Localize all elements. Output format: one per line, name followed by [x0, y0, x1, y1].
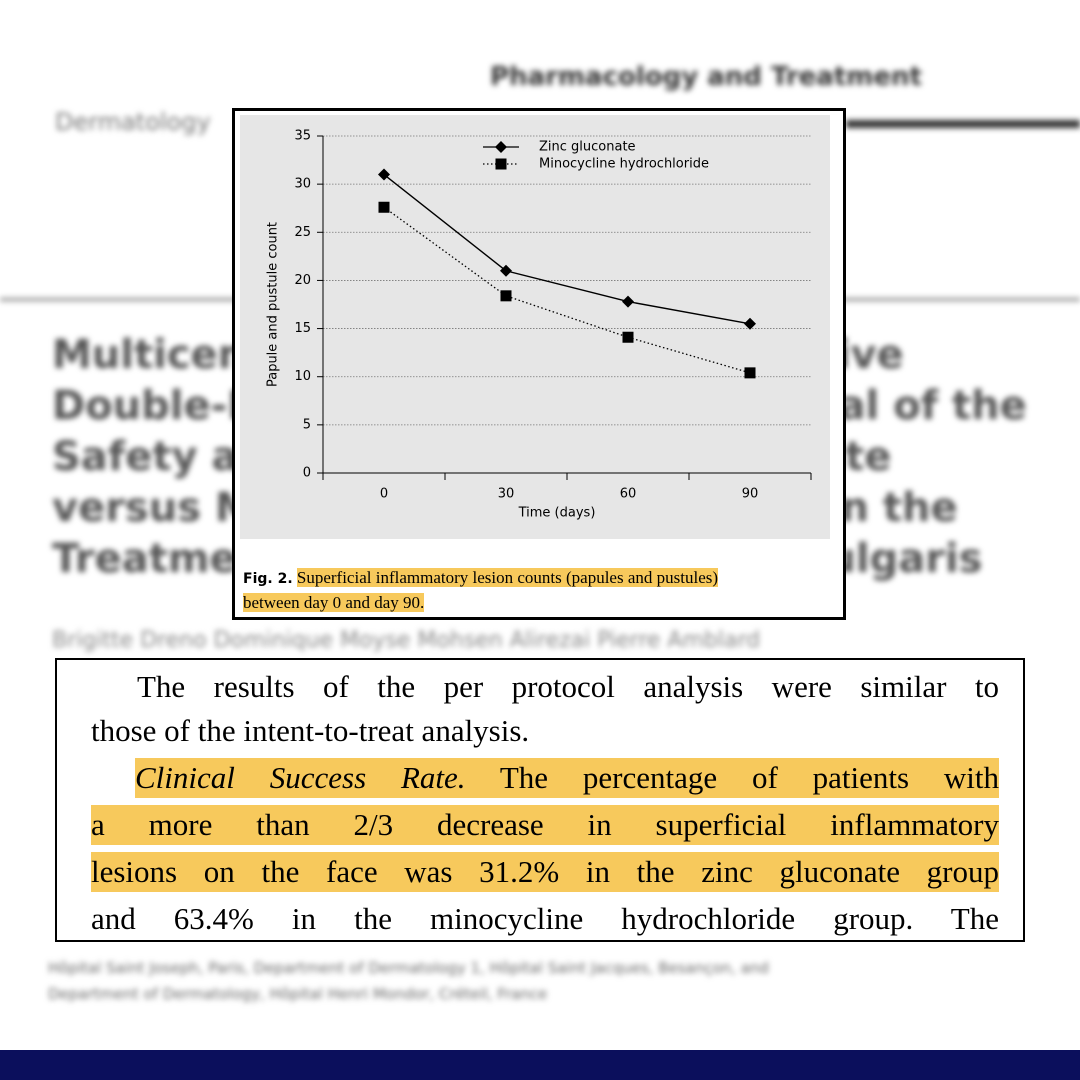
legend-label: Minocycline hydrochloride: [539, 157, 709, 172]
y-tick-label: 15: [294, 321, 311, 336]
y-axis-label: Papule and pustule count: [266, 222, 281, 387]
journal-name: Dermatology: [55, 108, 211, 136]
data-point: [622, 295, 634, 308]
caption: Fig. 2. Superficial inflammatory lesion …: [243, 566, 719, 614]
text-line: those of the intent-to-treat analysis.: [91, 713, 530, 748]
text-excerpt: The results of the per protocol analysis…: [55, 658, 1025, 942]
y-tick-label: 10: [294, 369, 311, 384]
legend-label: Zinc gluconate: [539, 140, 636, 155]
rule: [846, 120, 1080, 128]
affiliation-line: Department of Dermatology, Hôpital Henri…: [48, 985, 548, 1003]
caption-line: between day 0 and day 90.: [243, 591, 718, 614]
text-run: The percentage of patients with: [499, 760, 999, 795]
y-tick-label: 0: [303, 466, 311, 481]
data-point: [495, 141, 507, 153]
y-tick-label: 30: [294, 177, 311, 192]
data-point: [744, 367, 756, 379]
y-tick-label: 35: [294, 129, 311, 144]
caption-text: between day 0 and day 90.: [243, 593, 425, 612]
data-point: [378, 201, 390, 213]
affiliation-line: Hôpital Saint Joseph, Paris, Department …: [48, 959, 769, 977]
bottom-bar: [0, 1050, 1080, 1080]
x-tick-label: 60: [620, 487, 637, 502]
data-point: [744, 317, 756, 330]
text-line: and 63.4% in the minocycline hydrochlori…: [91, 901, 999, 936]
y-tick-label: 20: [294, 273, 311, 288]
y-tick-label: 25: [294, 225, 311, 240]
text-line: Clinical Success Rate. The percentage of…: [135, 758, 999, 798]
plot-background: [240, 115, 830, 539]
section-header: Pharmacology and Treatment: [490, 62, 922, 92]
authors: Brigitte Dreno Dominique Moyse Mohsen Al…: [52, 628, 761, 653]
caption-text: Superficial inflammatory lesion counts (…: [296, 568, 719, 587]
data-point: [378, 168, 390, 181]
affiliations: Hôpital Saint Joseph, Paris, Department …: [48, 955, 769, 1007]
data-point: [500, 264, 512, 277]
text-line: The results of the per protocol analysis…: [137, 669, 999, 704]
data-point: [495, 158, 507, 170]
figure-box: 0 5 10 15 20 25 30 35 0 30 60 90 Time (days) Papule a…: [232, 108, 846, 620]
x-axis-label: Time (days): [518, 506, 596, 521]
x-tick-label: 30: [498, 487, 515, 502]
section-heading: Clinical Success Rate.: [135, 760, 466, 795]
text-line: a more than 2/3 decrease in superficial …: [91, 805, 999, 845]
x-tick-label: 0: [380, 487, 388, 502]
y-tick-label: 5: [303, 417, 311, 432]
text-line: lesions on the face was 31.2% in the zin…: [91, 852, 999, 892]
caption-label: Fig. 2.: [243, 571, 293, 587]
series-line: [383, 173, 751, 325]
chart: 0 5 10 15 20 25 30 35 0 30 60 90 Time (days) Papule a…: [240, 115, 830, 539]
x-tick-label: 90: [742, 487, 759, 502]
data-point: [500, 290, 512, 302]
data-point: [622, 331, 634, 343]
caption-line: Fig. 2. Superficial inflammatory lesion …: [243, 566, 719, 591]
